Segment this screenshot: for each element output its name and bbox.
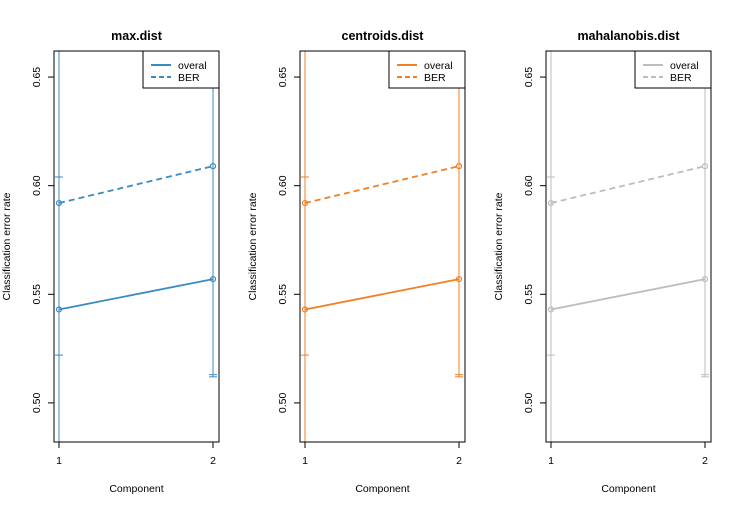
y-tick-label: 0.60 bbox=[523, 175, 535, 196]
chart-panel-3: mahalanobis.dist 0.50 0.55 0.60 0.65 1 2 Compon… bbox=[493, 29, 712, 495]
legend-label: BER bbox=[178, 72, 200, 84]
x-axis-label: Component bbox=[601, 483, 655, 495]
x-axis-label: Component bbox=[355, 483, 409, 495]
legend-label: overal bbox=[178, 60, 207, 72]
y-tick-label: 0.55 bbox=[523, 284, 535, 305]
data-point bbox=[55, 306, 63, 313]
data-point bbox=[209, 163, 217, 170]
x-tick-label: 2 bbox=[456, 455, 462, 467]
data-point bbox=[547, 306, 555, 313]
plot-frame bbox=[53, 50, 220, 443]
error-bars bbox=[547, 51, 709, 442]
series-line-overal bbox=[58, 278, 214, 311]
legend-label: BER bbox=[424, 72, 446, 84]
data-point bbox=[455, 275, 463, 283]
x-tick-label: 1 bbox=[548, 455, 554, 467]
x-axis-label: Component bbox=[109, 483, 163, 495]
x-tick-label: 2 bbox=[210, 455, 216, 467]
data-point bbox=[55, 199, 63, 207]
legend-box bbox=[634, 50, 712, 89]
plot-frame bbox=[545, 50, 712, 443]
chart-panel-2: centroids.dist 0.50 0.55 0.60 0.65 1 2 Componen… bbox=[247, 29, 466, 495]
legend-label: BER bbox=[670, 72, 692, 84]
data-point bbox=[301, 199, 309, 207]
y-tick-label: 0.60 bbox=[31, 175, 43, 196]
data-point bbox=[455, 163, 463, 170]
panel-title: centroids.dist bbox=[342, 29, 425, 43]
y-tick-label: 0.50 bbox=[523, 393, 535, 414]
panel-title: mahalanobis.dist bbox=[577, 29, 680, 43]
data-point bbox=[547, 199, 555, 207]
y-tick-label: 0.60 bbox=[277, 175, 289, 196]
error-bars bbox=[55, 51, 217, 442]
series-line-ber bbox=[58, 165, 214, 204]
y-tick-label: 0.55 bbox=[277, 284, 289, 305]
legend-label: overal bbox=[424, 60, 453, 72]
legend-box bbox=[388, 50, 466, 89]
y-tick-label: 0.65 bbox=[523, 67, 535, 88]
data-point bbox=[701, 163, 709, 170]
series-line-overal bbox=[550, 278, 706, 311]
plot-frame bbox=[299, 50, 466, 443]
data-point bbox=[701, 275, 709, 283]
x-tick-label: 2 bbox=[702, 455, 708, 467]
data-point bbox=[209, 275, 217, 283]
chart-panel-1: max.dist 0.50 0.55 0.60 0.65 1 2 Component Class… bbox=[1, 29, 220, 495]
y-tick-label: 0.50 bbox=[277, 393, 289, 414]
series-line-ber bbox=[304, 165, 460, 204]
x-tick-label: 1 bbox=[302, 455, 308, 467]
y-axis-label: Classification error rate bbox=[493, 192, 505, 300]
y-tick-label: 0.55 bbox=[31, 284, 43, 305]
y-axis-label: Classification error rate bbox=[247, 192, 259, 300]
y-tick-label: 0.65 bbox=[277, 67, 289, 88]
error-bars bbox=[301, 51, 463, 442]
y-tick-label: 0.50 bbox=[31, 393, 43, 414]
panel-title: max.dist bbox=[111, 29, 163, 43]
series-line-overal bbox=[304, 278, 460, 311]
x-tick-label: 1 bbox=[56, 455, 62, 467]
y-tick-label: 0.65 bbox=[31, 67, 43, 88]
series-line-ber bbox=[550, 165, 706, 204]
data-point bbox=[301, 306, 309, 313]
legend-label: overal bbox=[670, 60, 699, 72]
legend-box bbox=[142, 50, 220, 89]
y-axis-label: Classification error rate bbox=[1, 192, 13, 300]
